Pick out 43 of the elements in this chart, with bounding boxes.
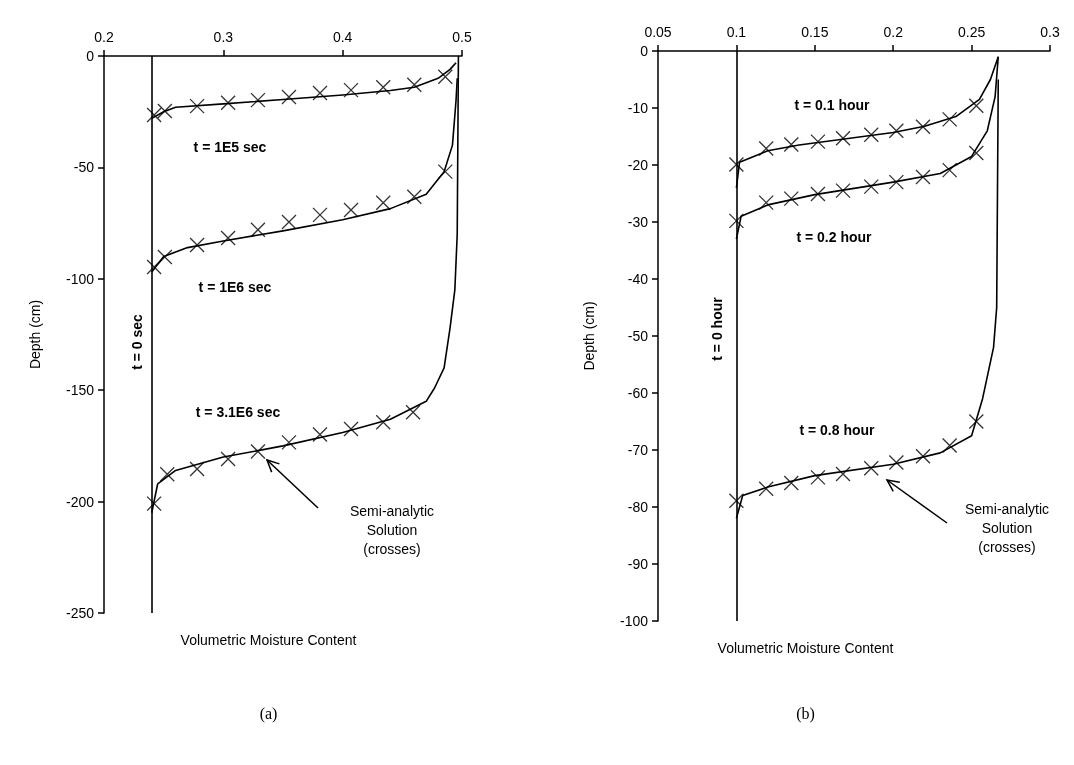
y-tick-label: -50 [73,159,95,176]
y-tick-label: -250 [65,605,95,621]
x-tick-label: 0.5 [452,29,472,45]
text: t = 0.8 hour [799,422,876,438]
y-tick-label: 0 [640,43,649,59]
y-tick-label: -150 [65,382,95,399]
x-tick-label: 0.3 [1040,24,1060,40]
y-tick-label: -10 [627,100,649,116]
y-tick-label: 0 [86,48,95,64]
y-axis-title: Depth (cm) [27,299,43,370]
y-tick-label: -70 [627,442,649,458]
x-axis-title: Volumetric Moisture Content [717,640,894,656]
x-tick-label: 0.3 [213,29,234,45]
ref-line-label: t = 0 hour [709,296,725,361]
annotation: Semi-analytic Solution (crosses) [349,503,435,557]
x-tick-label: 0.25 [957,24,986,40]
x-tick-label: 0.15 [801,24,829,40]
x-axis-title: Volumetric Moisture Content [180,632,357,648]
y-tick-label: -40 [627,271,649,287]
text: (a) [259,704,278,723]
y-tick-label: -20 [627,157,649,173]
x-tick-label: 0.2 [883,24,904,40]
y-tick-label: -100 [65,270,95,287]
text: t = 1E6 sec [198,279,272,295]
annotation: Semi-analytic Solution (crosses) [964,501,1050,555]
text: t = 1E5 sec [193,139,267,155]
series-label: t = 0.1 hour [794,97,871,113]
x-tick-label: 0.1 [726,24,747,40]
text: t = 0.2 hour [796,229,873,245]
series-label: t = 3.1E6 sec [195,404,281,420]
y-tick-label: -30 [627,214,649,230]
x-tick-label: 0.05 [644,24,672,40]
y-tick-label: -60 [627,385,649,401]
x-tick-label: 0.2 [94,29,114,45]
y-tick-label: -200 [65,493,95,510]
x-tick-label: 0.4 [332,29,353,45]
y-tick-label: -80 [627,499,649,515]
y-tick-label: -100 [619,613,649,629]
y-tick-label: -90 [627,556,649,572]
text: (b) [796,704,815,723]
y-tick-label: -50 [627,328,649,344]
ref-line-label: t = 0 sec [129,313,145,370]
y-axis-title: Depth (cm) [581,301,597,371]
